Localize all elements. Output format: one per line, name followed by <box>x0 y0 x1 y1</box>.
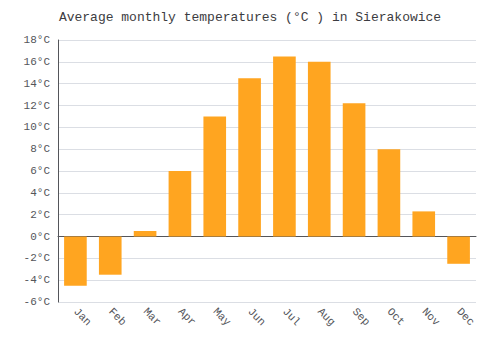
svg-text:18°C: 18°C <box>24 34 51 46</box>
svg-text:May: May <box>211 306 234 329</box>
svg-text:16°C: 16°C <box>24 56 51 68</box>
svg-text:8°C: 8°C <box>30 143 50 155</box>
svg-text:10°C: 10°C <box>24 121 51 133</box>
svg-text:0°C: 0°C <box>30 231 50 243</box>
svg-text:6°C: 6°C <box>30 165 50 177</box>
svg-text:Nov: Nov <box>420 306 443 329</box>
svg-text:Jul: Jul <box>280 306 302 328</box>
svg-text:2°C: 2°C <box>30 209 50 221</box>
svg-text:-4°C: -4°C <box>24 274 51 286</box>
svg-text:Apr: Apr <box>176 306 198 328</box>
svg-text:-2°C: -2°C <box>24 252 51 264</box>
svg-text:12°C: 12°C <box>24 100 51 112</box>
svg-text:Jan: Jan <box>71 306 93 328</box>
svg-text:Mar: Mar <box>141 306 163 328</box>
svg-text:4°C: 4°C <box>30 187 50 199</box>
svg-text:Sep: Sep <box>350 306 372 328</box>
svg-text:Oct: Oct <box>385 306 407 328</box>
svg-text:Average monthly temperatures (: Average monthly temperatures (°C ) in Si… <box>59 10 441 25</box>
svg-text:14°C: 14°C <box>24 78 51 90</box>
svg-text:Aug: Aug <box>315 306 337 328</box>
svg-text:-6°C: -6°C <box>24 296 51 308</box>
svg-text:Feb: Feb <box>106 306 128 328</box>
svg-text:Jun: Jun <box>245 306 267 328</box>
svg-text:Dec: Dec <box>454 306 476 328</box>
